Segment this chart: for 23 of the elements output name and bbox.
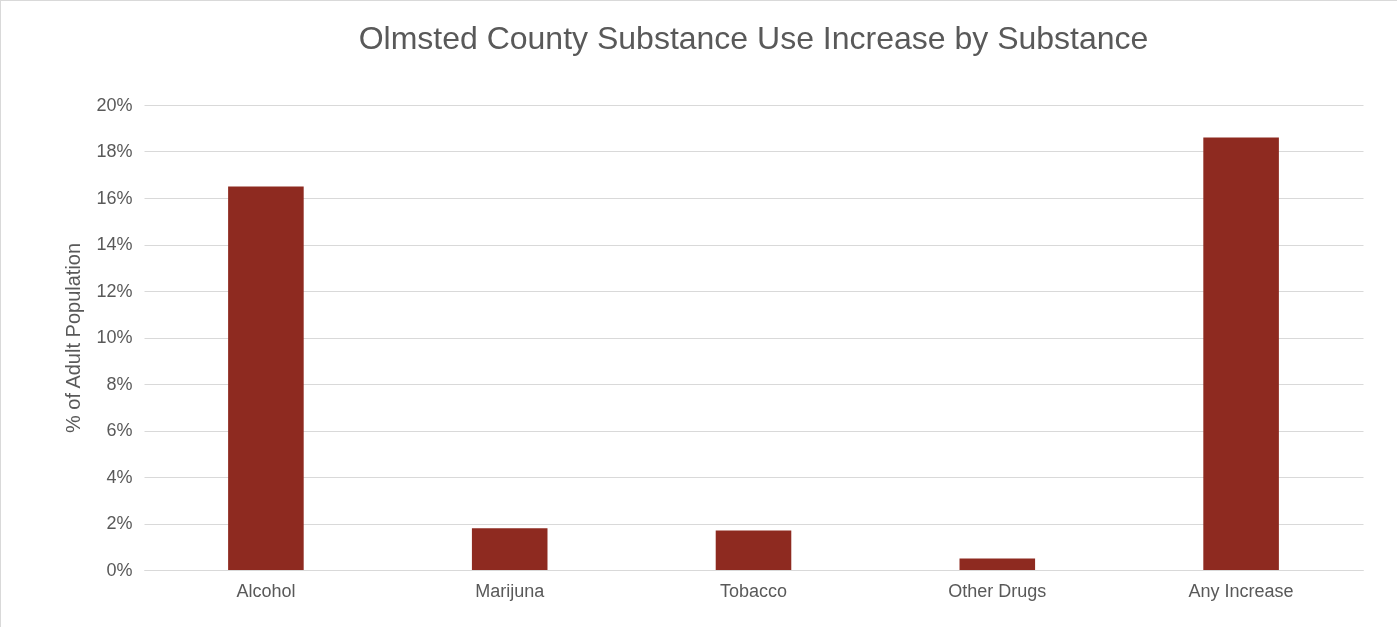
y-axis-title: % of Adult Population: [62, 242, 85, 434]
bar: [959, 558, 1036, 570]
x-tick-label: Tobacco: [719, 580, 788, 601]
chart-title: Olmsted County Substance Use Increase by Substance: [358, 20, 1149, 56]
y-tick-label: 12%: [96, 280, 133, 301]
y-tick-label: 18%: [96, 141, 133, 161]
y-tick-label: 14%: [96, 234, 133, 254]
y-tick-label: 10%: [96, 327, 133, 347]
bar: [715, 530, 792, 570]
y-tick-label: 2%: [106, 513, 133, 533]
bar: [1203, 137, 1279, 570]
bar: [228, 186, 304, 570]
bar: [471, 528, 548, 570]
x-tick-label: Other Drugs: [948, 580, 1047, 601]
x-tick-label: Any Increase: [1188, 580, 1294, 601]
y-tick-label: 20%: [96, 94, 133, 115]
x-tick-label: Alcohol: [236, 580, 296, 601]
x-tick-label: Marijuna: [475, 580, 546, 601]
y-tick-label: 16%: [96, 187, 133, 208]
y-tick-label: 4%: [106, 466, 133, 487]
y-tick-label: 0%: [106, 559, 133, 580]
y-tick-label: 6%: [106, 420, 133, 440]
y-tick-label: 8%: [106, 373, 133, 394]
